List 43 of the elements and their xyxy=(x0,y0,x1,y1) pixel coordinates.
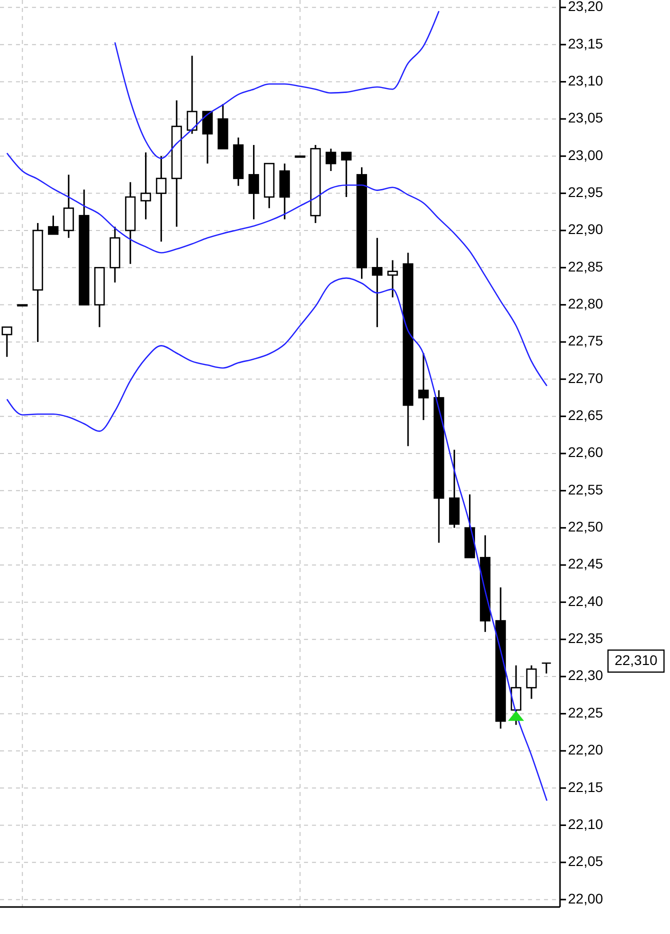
y-tick-label: 22,20 xyxy=(568,742,604,758)
y-tick-label: 22,15 xyxy=(568,778,604,795)
candlestick xyxy=(510,664,522,726)
candlestick xyxy=(248,144,260,220)
candlestick xyxy=(156,155,166,242)
y-tick-label: 22,25 xyxy=(568,704,604,720)
candlestick xyxy=(202,110,213,164)
y-tick-label: 22,65 xyxy=(568,407,604,424)
y-tick-label: 22,80 xyxy=(568,296,604,312)
y-tick-label: 22,90 xyxy=(568,221,604,238)
y-tick-label: 22,30 xyxy=(568,667,604,684)
y-tick-label: 22,40 xyxy=(568,592,604,609)
y-tick-label: 22,75 xyxy=(568,332,604,349)
y-tick-label: 22,60 xyxy=(568,444,604,460)
y-tick-label: 23,15 xyxy=(568,35,604,52)
text: 22,310 xyxy=(614,652,658,668)
candlestick xyxy=(526,664,537,700)
y-tick-label: 22,55 xyxy=(568,481,604,498)
y-tick-label: 23,10 xyxy=(568,72,604,88)
y-tick-label: 22,85 xyxy=(568,258,604,274)
y-tick-label: 23,05 xyxy=(568,110,604,126)
candlestick xyxy=(186,55,198,135)
candlestick xyxy=(140,152,152,220)
y-tick-label: 22,50 xyxy=(568,518,604,535)
y-tick-label: 22,10 xyxy=(568,816,604,832)
candlestick xyxy=(372,237,382,328)
y-tick-label: 22,70 xyxy=(568,370,604,386)
y-tick-label: 22,95 xyxy=(568,184,604,200)
y-tick-label: 22,00 xyxy=(568,890,604,906)
candlestick xyxy=(418,352,429,421)
y-tick-label: 23,00 xyxy=(568,146,604,163)
y-tick-label: 22,35 xyxy=(568,630,604,646)
line-series xyxy=(114,10,440,160)
annotation: T xyxy=(541,660,552,678)
candlestick xyxy=(48,214,58,235)
y-tick-label: 23,20 xyxy=(568,0,604,14)
candlestick xyxy=(341,152,352,198)
candlestick xyxy=(326,148,336,172)
line-series xyxy=(6,152,548,386)
y-tick-label: 22,45 xyxy=(568,556,604,572)
candlestick xyxy=(387,259,398,298)
candlestick xyxy=(63,174,74,239)
y-tick-label: 22,05 xyxy=(568,853,604,870)
